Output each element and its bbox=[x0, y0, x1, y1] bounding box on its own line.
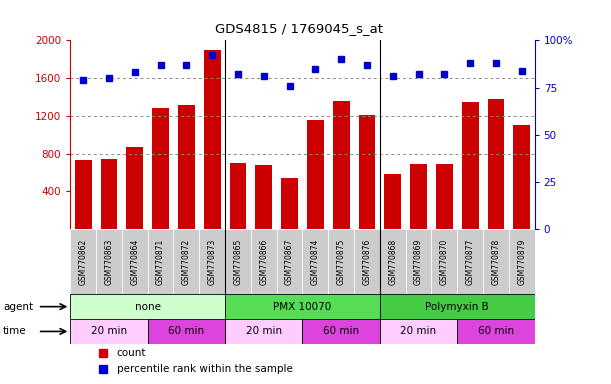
Text: GSM770879: GSM770879 bbox=[518, 238, 526, 285]
Bar bbox=[96, 229, 122, 294]
Bar bbox=[148, 229, 174, 294]
Bar bbox=[380, 319, 457, 344]
Bar bbox=[380, 229, 406, 294]
Text: GSM770868: GSM770868 bbox=[388, 238, 397, 285]
Text: time: time bbox=[3, 326, 27, 336]
Text: GSM770864: GSM770864 bbox=[130, 238, 139, 285]
Bar bbox=[307, 120, 324, 229]
Bar bbox=[354, 229, 380, 294]
Text: GDS4815 / 1769045_s_at: GDS4815 / 1769045_s_at bbox=[216, 22, 383, 35]
Text: GSM770872: GSM770872 bbox=[182, 238, 191, 285]
Text: GSM770877: GSM770877 bbox=[466, 238, 475, 285]
Text: percentile rank within the sample: percentile rank within the sample bbox=[117, 364, 293, 374]
Bar bbox=[384, 174, 401, 229]
Text: GSM770869: GSM770869 bbox=[414, 238, 423, 285]
Text: GSM770871: GSM770871 bbox=[156, 238, 165, 285]
Bar bbox=[126, 147, 143, 229]
Bar bbox=[436, 164, 453, 229]
Bar bbox=[457, 319, 535, 344]
Bar bbox=[148, 319, 225, 344]
Bar bbox=[174, 229, 199, 294]
Bar bbox=[483, 229, 509, 294]
Bar bbox=[255, 165, 272, 229]
Bar bbox=[251, 229, 277, 294]
Text: 60 min: 60 min bbox=[478, 326, 514, 336]
Text: GSM770874: GSM770874 bbox=[311, 238, 320, 285]
Bar bbox=[380, 294, 535, 319]
Text: GSM770875: GSM770875 bbox=[337, 238, 346, 285]
Bar bbox=[462, 102, 478, 229]
Text: GSM770862: GSM770862 bbox=[79, 238, 87, 285]
Text: agent: agent bbox=[3, 302, 33, 312]
Text: GSM770867: GSM770867 bbox=[285, 238, 294, 285]
Bar bbox=[302, 229, 328, 294]
Bar bbox=[101, 159, 117, 229]
Bar bbox=[457, 229, 483, 294]
Text: GSM770873: GSM770873 bbox=[208, 238, 217, 285]
Text: GSM770866: GSM770866 bbox=[259, 238, 268, 285]
Bar bbox=[178, 104, 195, 229]
Bar bbox=[225, 319, 302, 344]
Bar bbox=[225, 294, 380, 319]
Text: GSM770876: GSM770876 bbox=[362, 238, 371, 285]
Bar bbox=[225, 229, 251, 294]
Bar bbox=[410, 164, 427, 229]
Bar bbox=[204, 50, 221, 229]
Text: 20 min: 20 min bbox=[246, 326, 282, 336]
Bar bbox=[152, 108, 169, 229]
Text: PMX 10070: PMX 10070 bbox=[273, 302, 332, 312]
Text: 60 min: 60 min bbox=[323, 326, 359, 336]
Bar bbox=[75, 160, 92, 229]
Bar bbox=[509, 229, 535, 294]
Bar bbox=[513, 125, 530, 229]
Text: Polymyxin B: Polymyxin B bbox=[425, 302, 489, 312]
Text: none: none bbox=[134, 302, 161, 312]
Bar bbox=[333, 101, 349, 229]
Bar bbox=[199, 229, 225, 294]
Text: 20 min: 20 min bbox=[91, 326, 127, 336]
Bar bbox=[488, 99, 504, 229]
Bar bbox=[406, 229, 431, 294]
Text: 60 min: 60 min bbox=[168, 326, 205, 336]
Text: GSM770878: GSM770878 bbox=[491, 238, 500, 285]
Bar bbox=[302, 319, 380, 344]
Bar bbox=[328, 229, 354, 294]
Bar bbox=[281, 178, 298, 229]
Text: 20 min: 20 min bbox=[400, 326, 437, 336]
Bar bbox=[277, 229, 302, 294]
Text: GSM770870: GSM770870 bbox=[440, 238, 449, 285]
Text: GSM770865: GSM770865 bbox=[233, 238, 243, 285]
Bar bbox=[431, 229, 457, 294]
Text: count: count bbox=[117, 348, 146, 358]
Bar bbox=[70, 319, 148, 344]
Bar bbox=[70, 294, 225, 319]
Bar bbox=[230, 163, 246, 229]
Bar bbox=[359, 115, 375, 229]
Text: GSM770863: GSM770863 bbox=[104, 238, 114, 285]
Bar bbox=[122, 229, 148, 294]
Bar bbox=[70, 229, 96, 294]
